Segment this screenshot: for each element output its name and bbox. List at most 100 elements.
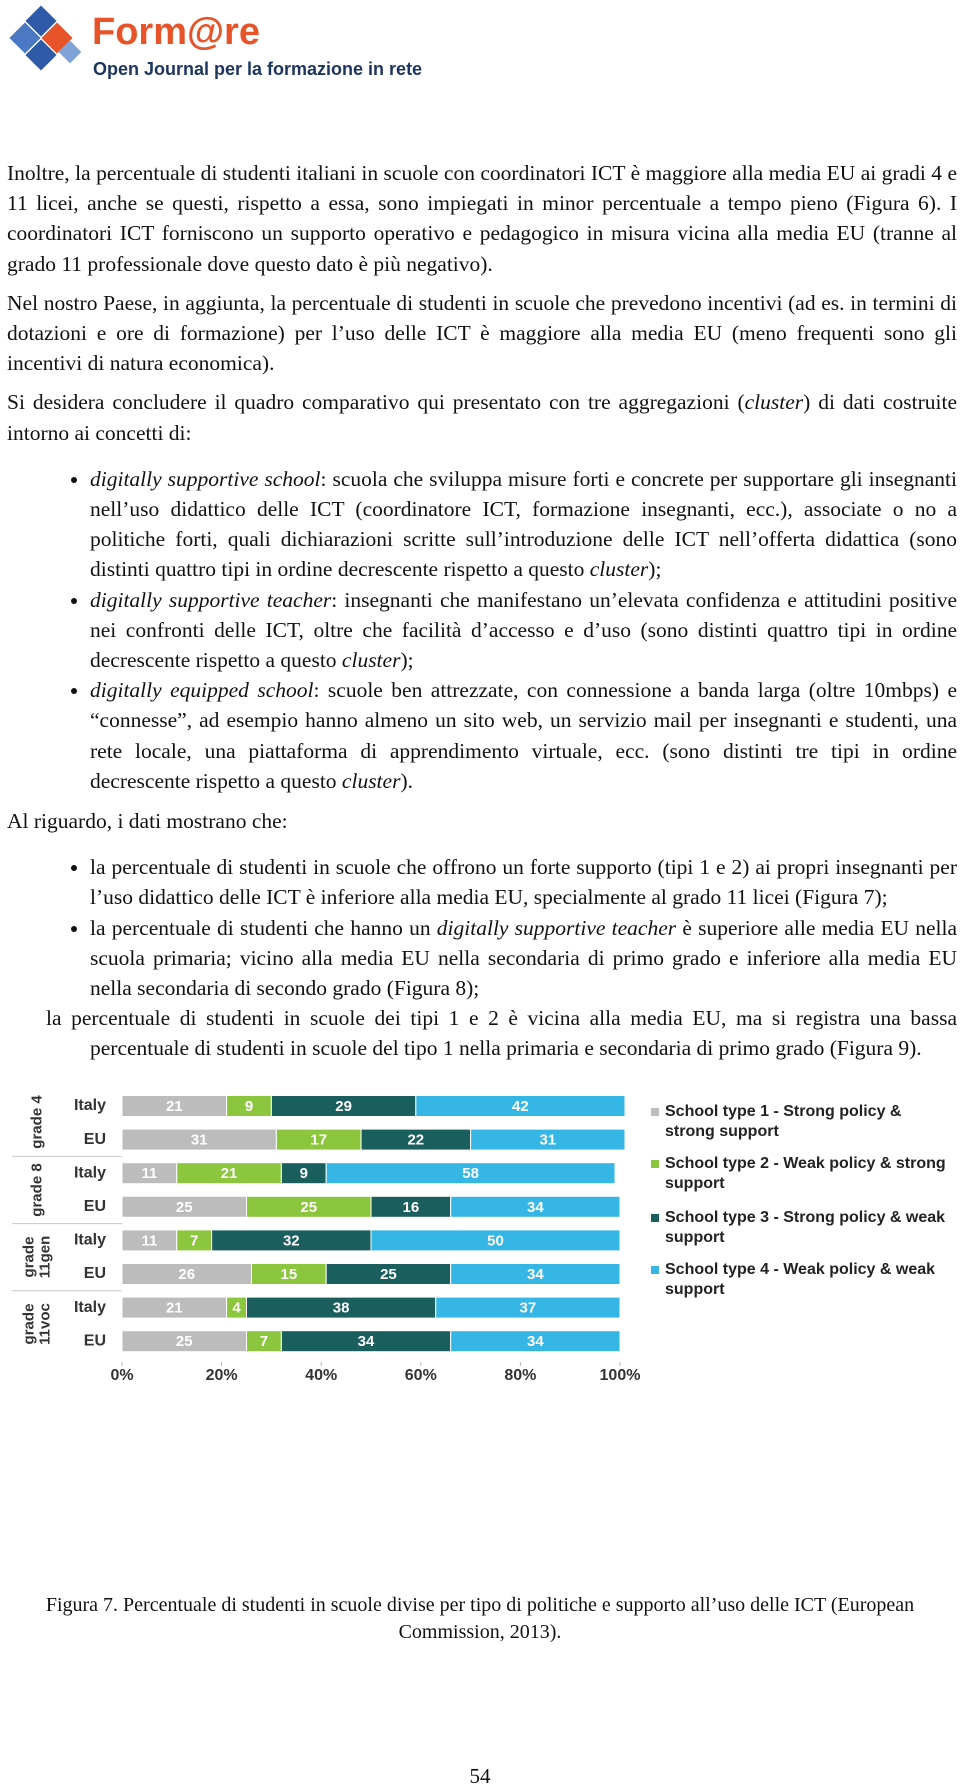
legend-label: School type 1 - Strong policy & strong s… xyxy=(665,1102,902,1140)
text-run: cluster xyxy=(744,390,804,415)
data-label: 7 xyxy=(260,1333,268,1350)
x-tick-label: 20% xyxy=(206,1367,238,1384)
bar-segment xyxy=(325,1161,616,1184)
text-run: cluster xyxy=(589,557,649,582)
logo-subtitle: Open Journal per la formazione in rete xyxy=(93,59,422,79)
legend-item: School type 2 - Weak policy & strong sup… xyxy=(651,1154,951,1194)
group-label: grade 8 xyxy=(28,1163,46,1217)
data-label: 4 xyxy=(232,1299,241,1316)
legend-swatch xyxy=(651,1265,659,1274)
legend-label: School type 2 - Weak policy & strong sup… xyxy=(665,1154,946,1192)
group-label: grade 11voc xyxy=(20,1303,54,1345)
paragraph: Inoltre, la percentuale di studenti ital… xyxy=(7,161,957,276)
data-label: 25 xyxy=(176,1198,193,1215)
text-run: la percentuale di studenti in scuole che… xyxy=(90,855,957,910)
data-label: 7 xyxy=(190,1232,198,1249)
data-label: 34 xyxy=(527,1333,544,1350)
text-run: ) di dati costruite intorno ai concetti … xyxy=(7,390,957,445)
bullet-item: digitally equipped school: scuole ben at… xyxy=(90,675,957,796)
data-label: 50 xyxy=(487,1232,504,1249)
data-label: 16 xyxy=(402,1198,419,1215)
data-label: 22 xyxy=(407,1131,424,1148)
data-label: 37 xyxy=(520,1299,537,1316)
data-label: 26 xyxy=(178,1266,195,1283)
x-tick-label: 80% xyxy=(504,1367,536,1384)
chart: 0% 20% 40% 60% 80% 100% Italy 21 9 29 42 EU 31 17 22 31… xyxy=(12,1094,641,1384)
data-label: 11 xyxy=(141,1165,157,1182)
text-run: : scuole ben attrezzate, con connessione… xyxy=(90,678,957,793)
bullet-list: la percentuale di studenti in scuole che… xyxy=(7,852,957,1003)
category-label: Italy xyxy=(74,1299,106,1316)
paragraph: Si desidera concludere il quadro compara… xyxy=(7,387,957,447)
group-label: grade 11gen xyxy=(20,1235,54,1279)
category-label: EU xyxy=(84,1332,106,1349)
data-label: 9 xyxy=(245,1098,253,1115)
x-tick-label: 100% xyxy=(600,1367,641,1384)
data-label: 58 xyxy=(462,1165,479,1182)
legend-item: School type 3 - Strong policy & weak sup… xyxy=(651,1208,951,1248)
legend-item: School type 1 - Strong policy & strong s… xyxy=(651,1102,951,1142)
logo-title: Form@re xyxy=(92,11,260,53)
text-run: Si desidera concludere il quadro compara… xyxy=(7,390,745,415)
data-label: 42 xyxy=(512,1098,529,1115)
text-run: ); xyxy=(648,557,662,582)
text-run: : insegnanti che manifestano un’elevata … xyxy=(90,587,957,673)
data-label: 25 xyxy=(380,1266,397,1283)
text-run: : scuola che sviluppa misure forti e con… xyxy=(90,466,957,582)
text-run: digitally equipped school xyxy=(90,678,314,703)
figure-chart: 0% 20% 40% 60% 80% 100% Italy 21 9 29 42 EU 31 17 22 31… xyxy=(0,1084,960,1396)
legend-label: School type 4 - Weak policy & weak suppo… xyxy=(665,1260,936,1298)
bullet-list: digitally supportive school: scuola che … xyxy=(7,464,957,796)
x-tick-label: 60% xyxy=(405,1367,437,1384)
text-run: è superiore alle media EU nella scuola p… xyxy=(90,915,957,1001)
page-number: 54 xyxy=(469,1764,491,1788)
bar-segment xyxy=(435,1296,621,1319)
data-label: 25 xyxy=(176,1333,193,1350)
bullet-item: digitally supportive teacher: insegnanti… xyxy=(90,585,957,676)
category-label: Italy xyxy=(74,1164,106,1181)
bar-segment xyxy=(450,1262,621,1285)
data-label: 21 xyxy=(221,1165,238,1182)
category-label: EU xyxy=(84,1265,106,1282)
x-tick-label: 40% xyxy=(305,1367,337,1384)
data-label: 34 xyxy=(358,1333,375,1350)
data-label: 25 xyxy=(300,1198,317,1215)
text-run: digitally supportive teacher xyxy=(90,587,332,612)
paragraph: Nel nostro Paese, in aggiunta, la percen… xyxy=(7,290,957,376)
category-label: Italy xyxy=(74,1231,106,1248)
legend-label: School type 3 - Strong policy & weak sup… xyxy=(665,1208,946,1246)
data-label: 34 xyxy=(527,1266,544,1283)
text-run: ). xyxy=(400,768,413,793)
data-label: 32 xyxy=(283,1232,300,1249)
paragraph: Al riguardo, i dati mostrano che: xyxy=(7,809,288,834)
data-label: 34 xyxy=(527,1198,544,1215)
x-tick-label: 0% xyxy=(110,1367,133,1384)
legend-swatch xyxy=(651,1159,659,1168)
category-label: EU xyxy=(84,1131,106,1148)
bullet-item: digitally supportive school: scuola che … xyxy=(90,464,957,585)
data-label: 9 xyxy=(300,1165,308,1182)
body-text: Inoltre, la percentuale di studenti ital… xyxy=(7,158,957,1396)
text-run: ); xyxy=(400,648,414,673)
text-run: cluster xyxy=(341,648,401,673)
bar-segment xyxy=(470,1128,626,1151)
data-label: 31 xyxy=(539,1131,556,1148)
bar-segment xyxy=(415,1094,626,1117)
data-label: 11 xyxy=(141,1232,157,1249)
journal-logo: Form@re Open Journal per la formazione i… xyxy=(9,5,422,79)
bullet-item: la percentuale di studenti in scuole che… xyxy=(90,852,957,912)
bar-segment xyxy=(450,1329,621,1352)
text-run: cluster xyxy=(341,768,401,793)
paragraph: la percentuale di studenti in scuole dei… xyxy=(46,1006,957,1061)
data-label: 21 xyxy=(166,1299,183,1316)
group-label: grade 4 xyxy=(28,1095,46,1150)
data-label: 17 xyxy=(310,1131,327,1148)
data-label: 15 xyxy=(280,1266,297,1283)
text-run: digitally supportive school xyxy=(90,466,321,491)
category-label: EU xyxy=(84,1198,106,1215)
legend-swatch xyxy=(651,1107,659,1116)
data-label: 31 xyxy=(191,1131,208,1148)
data-label: 38 xyxy=(333,1299,350,1316)
bullet-item: la percentuale di studenti che hanno un … xyxy=(90,913,957,1004)
